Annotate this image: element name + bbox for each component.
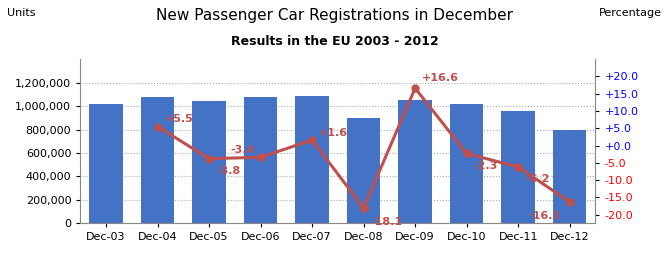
Text: -2.3: -2.3 xyxy=(474,161,498,171)
Bar xyxy=(553,129,587,223)
Text: -3.4: -3.4 xyxy=(230,145,254,155)
Text: -18.1: -18.1 xyxy=(371,217,403,227)
Bar xyxy=(89,104,123,223)
Text: Units: Units xyxy=(7,8,35,18)
Bar xyxy=(192,101,226,223)
Text: New Passenger Car Registrations in December: New Passenger Car Registrations in Decem… xyxy=(156,8,513,23)
Bar xyxy=(295,95,329,223)
Bar xyxy=(347,118,381,223)
Text: +5.5: +5.5 xyxy=(165,114,193,124)
Text: -16.3: -16.3 xyxy=(528,211,560,221)
Text: -6.2: -6.2 xyxy=(525,174,550,184)
Text: Results in the EU 2003 - 2012: Results in the EU 2003 - 2012 xyxy=(231,35,438,48)
Bar xyxy=(244,97,278,223)
Bar xyxy=(398,100,432,223)
Bar xyxy=(450,104,484,223)
Text: +1.6: +1.6 xyxy=(319,128,348,138)
Text: -3.8: -3.8 xyxy=(216,166,240,176)
Text: +16.6: +16.6 xyxy=(422,73,459,83)
Text: Percentage: Percentage xyxy=(599,8,662,18)
Bar xyxy=(140,97,175,223)
Bar xyxy=(501,111,535,223)
